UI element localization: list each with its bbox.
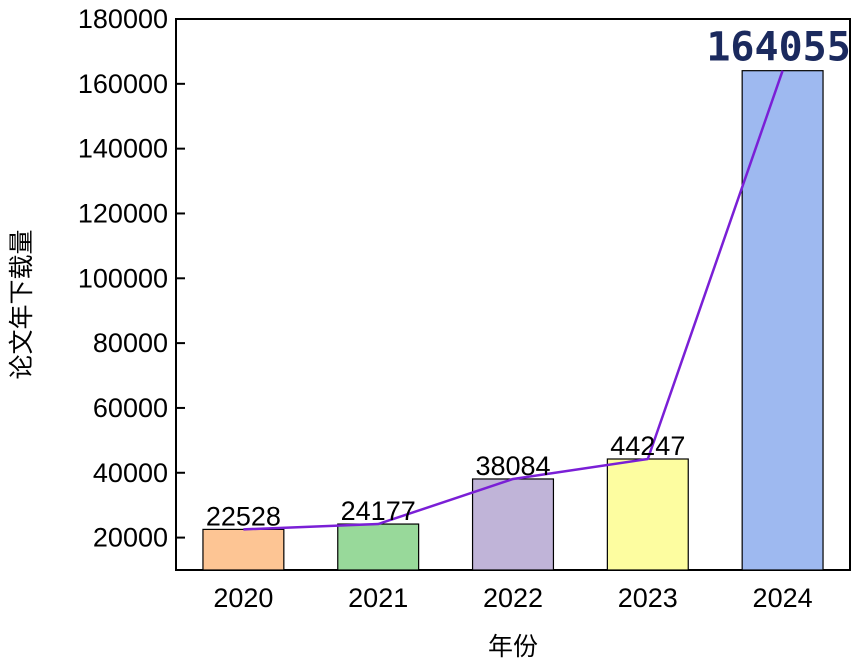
bar-2023 [606,458,689,571]
bar-2022 [471,478,555,571]
data-label-2022: 38084 [475,451,550,481]
bar-2021 [337,523,420,571]
data-label-2024: 164055 [706,25,851,71]
y-tick-label: 40000 [93,458,168,488]
data-label-2023: 44247 [610,431,685,461]
x-axis-title: 年份 [488,632,538,661]
y-tick-label: 160000 [78,69,168,99]
y-tick-label: 180000 [78,4,168,34]
x-tick-label: 2024 [753,583,813,613]
x-tick-label: 2021 [348,583,408,613]
x-tick-label: 2020 [213,583,273,613]
trend-line-layer [243,70,784,531]
bar-2020 [202,528,285,571]
y-tick-label: 60000 [93,393,168,423]
data-labels: 22528 24177 38084 44247 164055 [206,25,851,532]
data-label-2020: 22528 [206,501,281,531]
y-tick-label: 140000 [78,134,168,164]
y-tick-label: 20000 [93,523,168,553]
x-tick-label: 2023 [618,583,678,613]
bar-2024 [741,70,824,571]
y-tick-label: 100000 [78,263,168,293]
y-axis-title: 论文年下载量 [7,229,36,379]
y-axis: 20000 40000 60000 80000 100000 120000 140000 16… [78,4,185,553]
y-tick-label: 80000 [93,328,168,358]
trend-line [243,70,784,531]
data-label-2021: 24177 [341,496,416,526]
y-tick-label: 120000 [78,198,168,228]
x-tick-label: 2022 [483,583,543,613]
bars [202,70,824,571]
